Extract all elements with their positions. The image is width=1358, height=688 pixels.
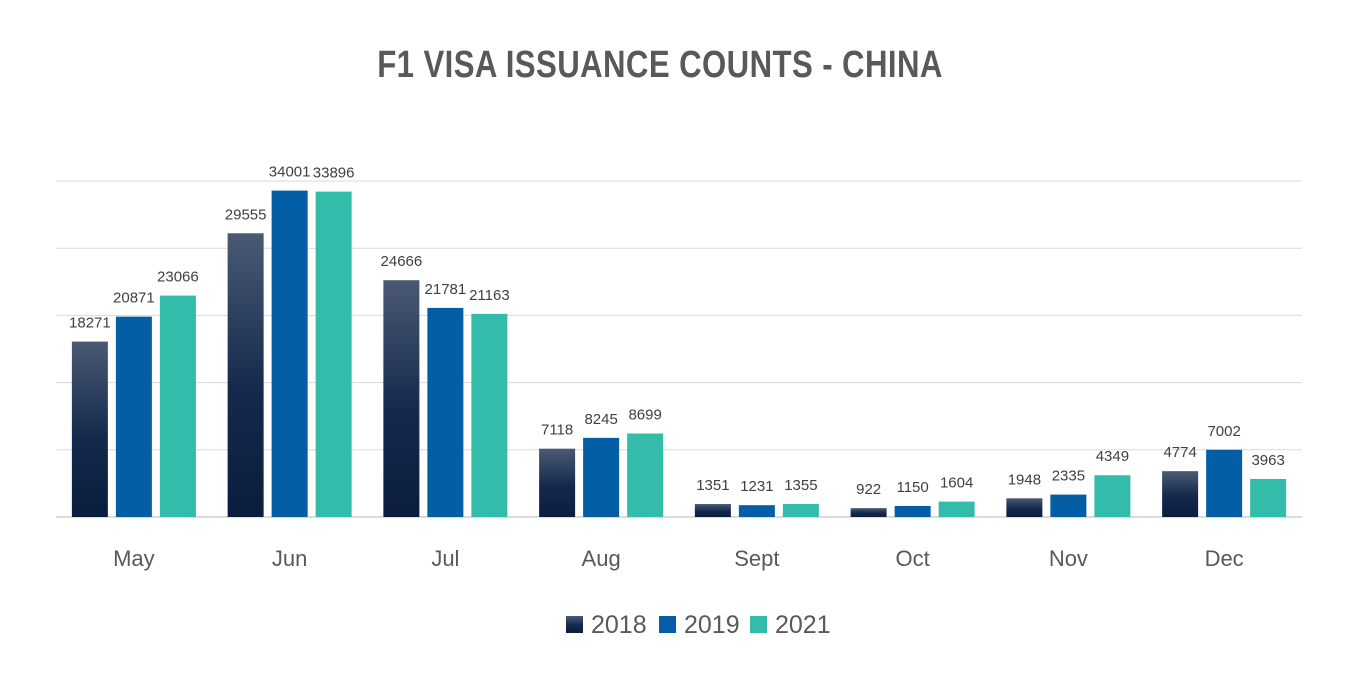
data-label-2021-sept: 1355: [784, 477, 817, 494]
data-label-2018-aug: 7118: [541, 422, 573, 439]
category-label-sept: Sept: [734, 546, 779, 571]
data-label-2019-oct: 1150: [896, 479, 928, 496]
bar-2021-sept: [782, 503, 819, 517]
bar-2018-dec: [1162, 471, 1199, 517]
data-label-2018-jun: 29555: [225, 206, 267, 223]
data-label-2019-jul: 21781: [425, 281, 467, 298]
data-label-2018-oct: 922: [856, 481, 881, 498]
data-label-2019-sept: 1231: [740, 478, 773, 495]
bar-2021-dec: [1250, 478, 1287, 517]
bar-2019-may: [115, 316, 152, 517]
bar-2018-jul: [383, 280, 420, 517]
bar-2019-sept: [738, 505, 775, 517]
data-label-2021-jul: 21163: [469, 287, 510, 304]
data-label-2021-aug: 8699: [628, 406, 661, 423]
category-label-jun: Jun: [272, 546, 307, 571]
data-label-2019-may: 20871: [113, 290, 155, 307]
data-label-2019-jun: 34001: [269, 164, 311, 181]
data-label-2021-may: 23066: [157, 269, 199, 286]
data-label-2021-jun: 33896: [313, 165, 355, 182]
legend-swatch-2019: [659, 616, 676, 633]
bar-2021-aug: [627, 433, 664, 517]
legend-swatch-2021: [750, 616, 767, 633]
data-label-2019-dec: 7002: [1207, 423, 1240, 440]
bar-2019-aug: [583, 437, 620, 517]
legend-label-2018: 2018: [591, 611, 647, 639]
bar-2018-jun: [227, 233, 264, 517]
category-label-oct: Oct: [896, 546, 930, 571]
data-label-2019-aug: 8245: [584, 411, 617, 428]
category-label-nov: Nov: [1049, 546, 1088, 571]
legend-label-2019: 2019: [684, 611, 740, 639]
data-label-2018-nov: 1948: [1008, 471, 1041, 488]
data-label-2019-nov: 2335: [1052, 468, 1085, 485]
category-label-may: May: [113, 546, 155, 571]
data-label-2021-oct: 1604: [940, 475, 973, 492]
bars: [71, 190, 1287, 518]
category-label-jul: Jul: [431, 546, 459, 571]
legend: 2018 2019 2021: [566, 611, 831, 639]
category-labels: May Jun Jul Aug Sept Oct Nov Dec: [113, 546, 1244, 571]
gridlines: [56, 180, 1302, 518]
bar-2019-dec: [1206, 449, 1243, 517]
bar-2021-nov: [1094, 475, 1131, 517]
data-label-2021-nov: 4349: [1096, 448, 1129, 465]
data-label-2021-dec: 3963: [1251, 452, 1284, 469]
data-label-2018-sept: 1351: [696, 477, 729, 494]
bar-2021-may: [159, 295, 196, 517]
bar-2018-aug: [539, 448, 576, 517]
data-label-2018-dec: 4774: [1163, 444, 1196, 461]
category-label-aug: Aug: [582, 546, 621, 571]
legend-label-2021: 2021: [775, 611, 831, 639]
bar-2019-oct: [894, 505, 931, 517]
bar-2018-nov: [1006, 498, 1043, 517]
bar-2019-jun: [271, 190, 308, 517]
chart-title: F1 VISA ISSUANCE COUNTS - CHINA: [377, 44, 943, 86]
data-label-2018-jul: 24666: [381, 253, 423, 270]
bar-2019-jul: [427, 307, 464, 517]
bar-2018-may: [71, 341, 108, 517]
bar-2018-sept: [694, 504, 731, 517]
data-label-2018-may: 18271: [69, 315, 111, 332]
bar-2021-jun: [315, 191, 352, 518]
bar-2019-nov: [1050, 494, 1087, 517]
category-label-dec: Dec: [1205, 546, 1244, 571]
bar-2021-jul: [471, 313, 508, 517]
bar-2018-oct: [850, 508, 887, 517]
bar-2021-oct: [938, 501, 975, 517]
legend-swatch-2018: [566, 616, 583, 633]
